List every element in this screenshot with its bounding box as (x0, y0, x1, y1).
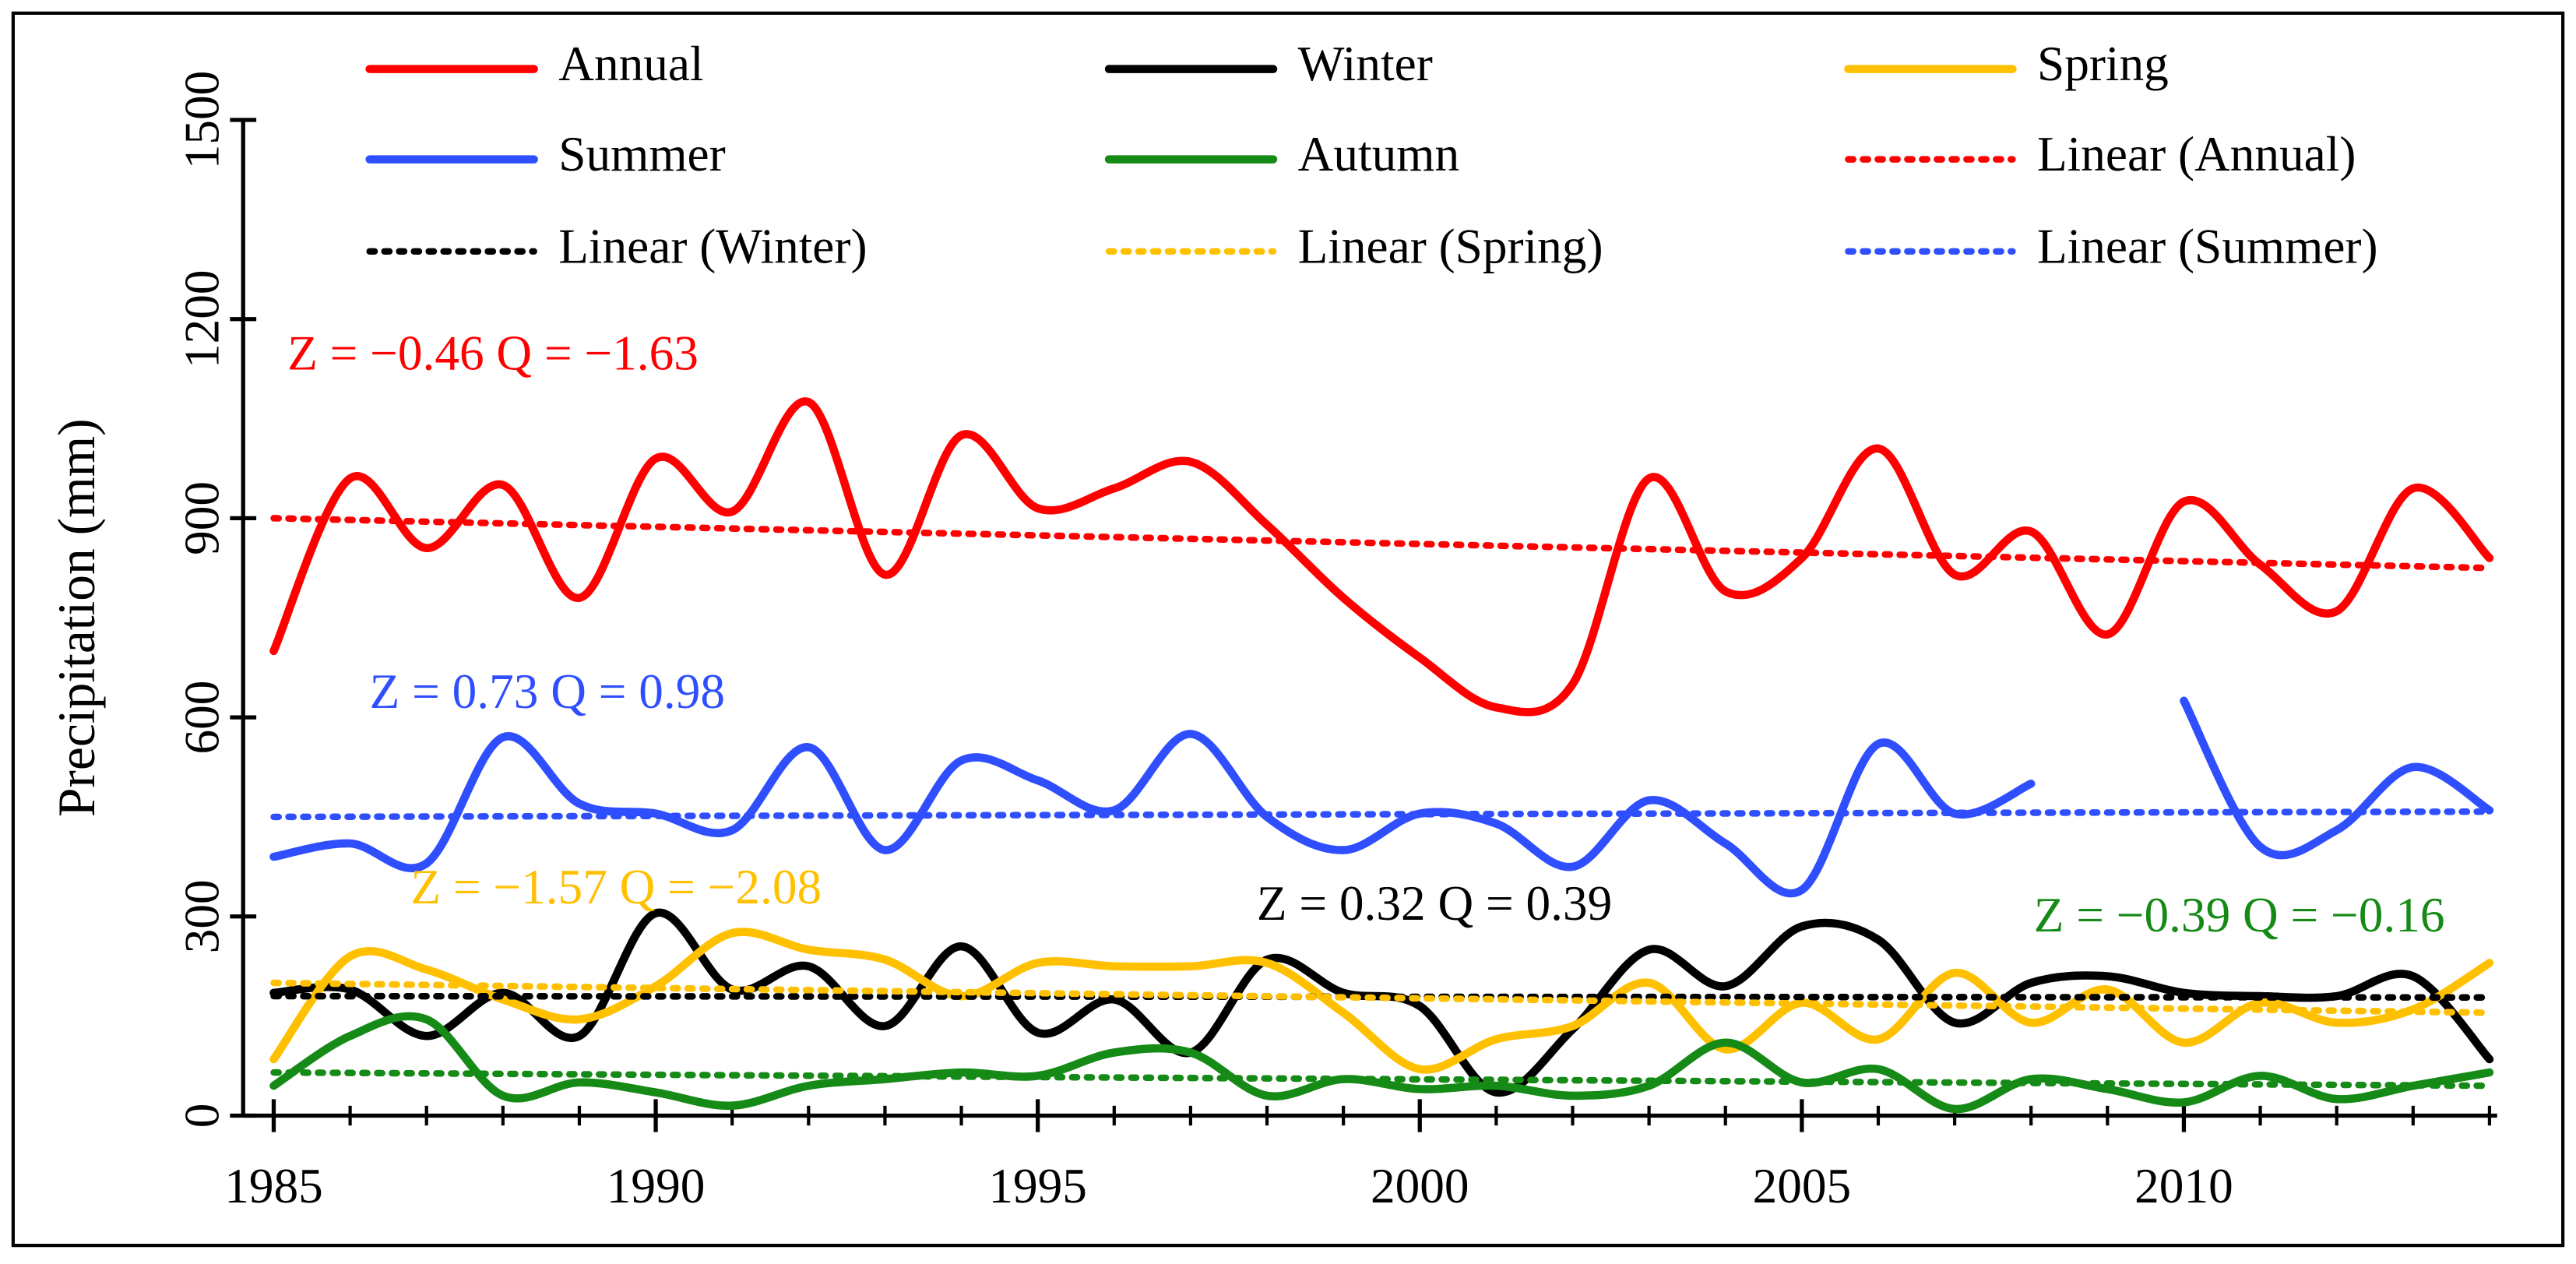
annotation: Z = 0.32 Q = 0.39 (1257, 876, 1612, 931)
y-tick-label: 1500 (174, 71, 229, 170)
x-tick-label: 2010 (2134, 1159, 2233, 1213)
trend-line (270, 515, 2493, 572)
trend-line (270, 808, 2493, 821)
y-axis-label: Precipitation (mm) (48, 418, 106, 817)
series-line (269, 730, 2036, 898)
annotation: Z = −1.57 Q = −2.08 (410, 860, 822, 914)
annotation: Z = 0.73 Q = 0.98 (370, 664, 725, 719)
y-tick-label: 900 (174, 481, 229, 555)
y-tick-label: 0 (174, 1104, 229, 1128)
x-tick-label: 2000 (1371, 1159, 1469, 1213)
trend-line (270, 979, 2493, 1016)
x-tick-label: 1995 (988, 1159, 1087, 1213)
x-tick-label: 1985 (224, 1159, 323, 1213)
series-line (269, 1012, 2494, 1114)
series-line (269, 908, 2494, 1097)
trend-line (270, 1069, 2493, 1090)
legend-label: Linear (Spring) (1298, 219, 1603, 273)
annotation: Z = −0.46 Q = −1.63 (287, 326, 699, 380)
legend-label: Winter (1298, 37, 1433, 91)
y-tick-label: 600 (174, 681, 229, 755)
legend-label: Spring (2037, 37, 2169, 91)
series-line (2180, 696, 2494, 860)
legend-label: Annual (558, 37, 703, 91)
legend-label: Autumn (1298, 127, 1459, 181)
x-tick-label: 1990 (607, 1159, 706, 1213)
legend-label: Linear (Winter) (558, 219, 867, 273)
legend-label: Linear (Summer) (2037, 219, 2378, 273)
legend-label: Linear (Annual) (2037, 127, 2356, 181)
legend-label: Summer (558, 127, 725, 181)
annotation: Z = −0.39 Q = −0.16 (2034, 888, 2445, 942)
y-tick-label: 1200 (174, 269, 229, 368)
frame (11, 11, 2565, 1248)
y-tick-label: 300 (174, 879, 229, 953)
series-line (269, 397, 2494, 717)
x-tick-label: 2005 (1753, 1159, 1852, 1213)
